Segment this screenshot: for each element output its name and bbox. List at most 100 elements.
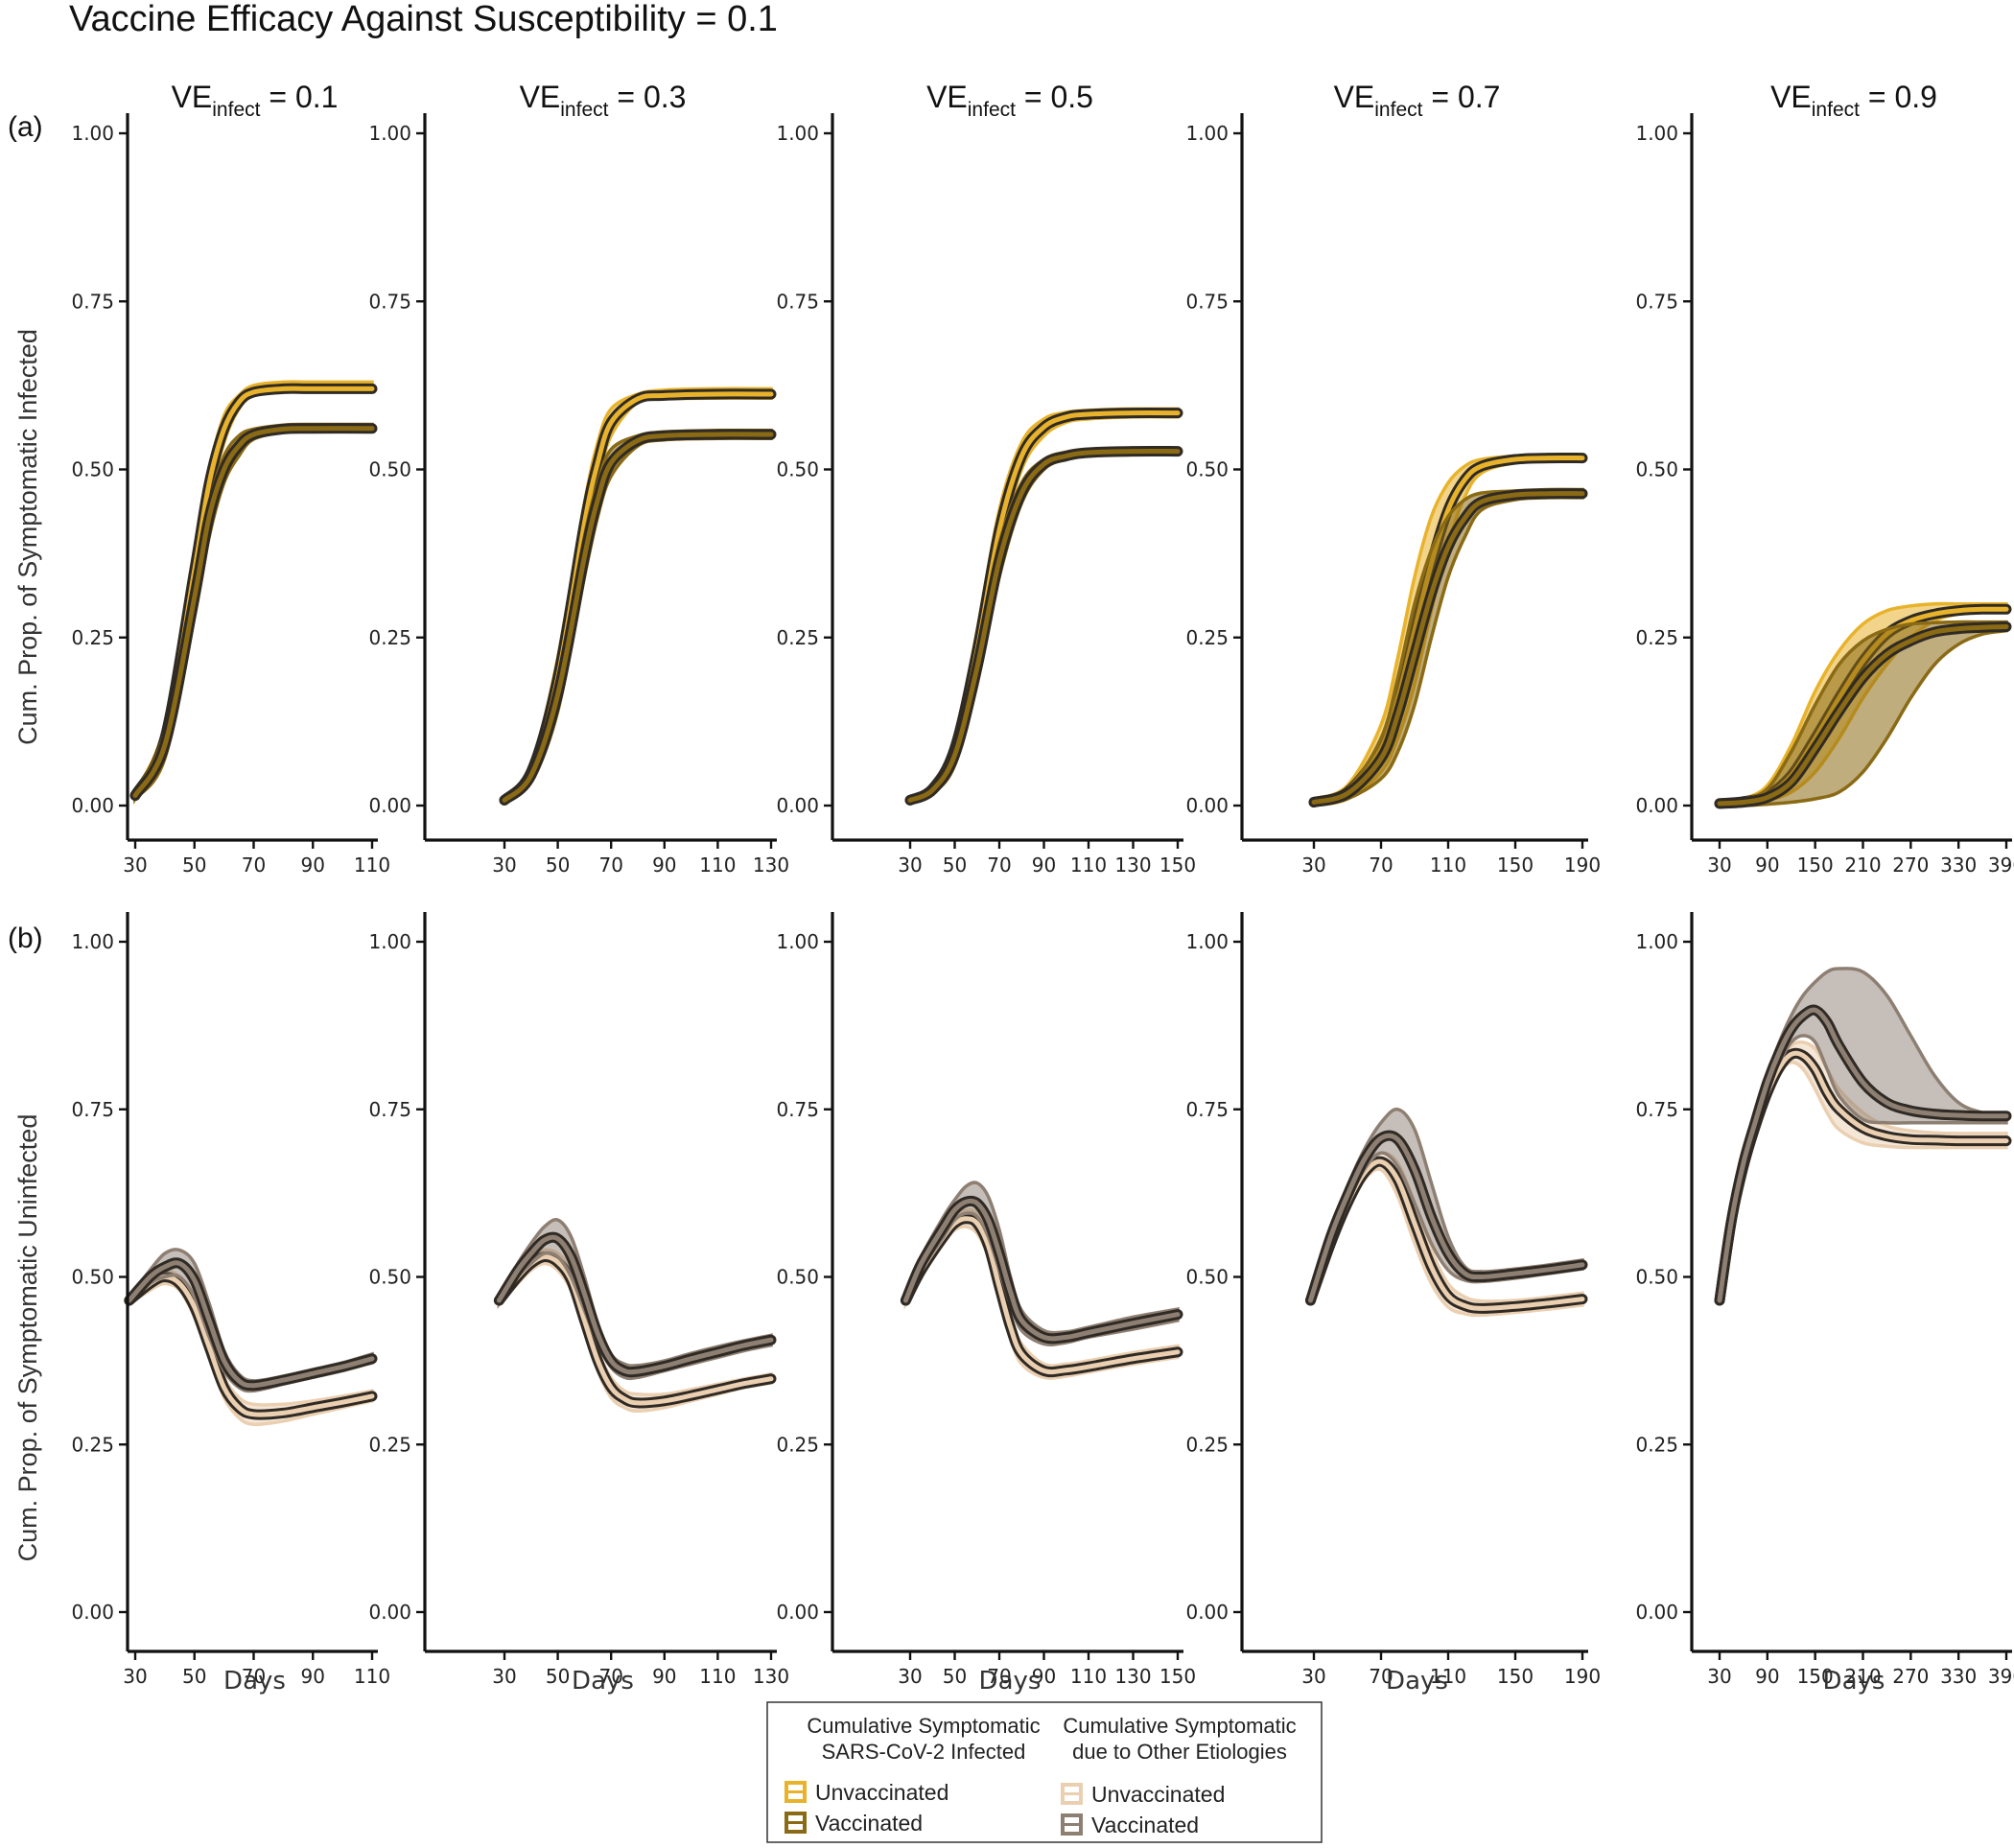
- panel-r0-c0: 0.00 0.25 0.50 0.75 1.00 30 50 70 90 110 VEinfect …: [71, 80, 390, 877]
- ytick-label: 0.00: [71, 794, 114, 817]
- ytick-label: 0.00: [776, 1601, 819, 1624]
- xtick-label: 110: [1430, 854, 1466, 877]
- ytick-label: 0.00: [368, 1601, 411, 1624]
- xtick-label: 90: [1032, 854, 1056, 877]
- xtick-label: 30: [492, 854, 516, 877]
- mean-line-vaccinated-r1-c3: [1308, 1133, 1585, 1303]
- xtick-label: 90: [652, 854, 676, 877]
- xtick-label: 150: [1159, 1665, 1196, 1688]
- ytick-label: 0.25: [1635, 1433, 1678, 1456]
- xtick-label: 110: [354, 854, 390, 877]
- xtick-label: 30: [898, 1665, 922, 1688]
- xtick-label: 110: [699, 1665, 736, 1688]
- xtick-label: 130: [753, 1665, 789, 1688]
- panel-r0-c2: 0.00 0.25 0.50 0.75 1.00 30 50 70 90 110 130 150 VEi…: [776, 80, 1196, 877]
- xtick-label: 330: [1940, 1665, 1977, 1688]
- legend-key-other-unvaccinated: [1061, 1783, 1083, 1805]
- xtick-label: 90: [652, 1665, 676, 1688]
- xtick-label: 50: [182, 1665, 206, 1688]
- ytick-label: 0.75: [71, 1098, 114, 1121]
- xtick-label: 30: [492, 1665, 516, 1688]
- mean-outline-unvaccinated-r1-c0: [124, 1271, 378, 1420]
- xtick-label: 330: [1940, 854, 1977, 877]
- ytick-label: 1.00: [776, 122, 819, 145]
- legend: Cumulative Symptomatic SARS-CoV-2 Infect…: [766, 1701, 1323, 1843]
- ytick-label: 0.50: [776, 1266, 819, 1289]
- ytick-label: 0.50: [776, 458, 819, 481]
- xtick-label: 50: [546, 1665, 570, 1688]
- ytick-label: 0.25: [368, 1433, 411, 1456]
- mean-outline-vaccinated-r1-c3: [1305, 1130, 1588, 1306]
- xtick-label: 70: [242, 1665, 266, 1688]
- panel-r1-c3: 0.00 0.25 0.50 0.75 1.00 30 70 110 150 190 Days: [1185, 912, 1601, 1696]
- xlabel-c2: Days: [979, 1667, 1042, 1696]
- ytick-label: 0.75: [368, 1098, 411, 1121]
- xlabel-c4: Days: [1823, 1667, 1885, 1696]
- ytick-label: 0.75: [1635, 290, 1678, 313]
- band-vaccinated-r1-c2: [903, 1181, 1180, 1346]
- xtick-label: 30: [1707, 1665, 1731, 1688]
- xtick-label: 270: [1892, 854, 1929, 877]
- xtick-label: 70: [242, 854, 266, 877]
- ytick-label: 0.25: [1185, 626, 1229, 649]
- xtick-label: 50: [182, 854, 206, 877]
- legend-key-other-vaccinated: [1061, 1813, 1083, 1836]
- panel-title-c1: VEinfect = 0.3: [520, 80, 687, 121]
- xtick-label: 390: [1988, 854, 2014, 877]
- xtick-label: 30: [123, 854, 147, 877]
- ytick-label: 1.00: [71, 930, 114, 953]
- xtick-label: 150: [1797, 854, 1834, 877]
- mean-line-vaccinated-r1-c0: [127, 1260, 375, 1389]
- xtick-label: 70: [598, 1665, 622, 1688]
- ytick-label: 0.50: [1185, 458, 1229, 481]
- xtick-label: 70: [987, 854, 1011, 877]
- ytick-label: 0.75: [776, 290, 819, 313]
- legend-key-infected-vaccinated: [785, 1812, 807, 1834]
- ytick-label: 1.00: [71, 122, 114, 145]
- ytick-label: 0.25: [71, 1433, 114, 1456]
- ylabel-infected: Cum. Prop. of Symptomatic Infected: [13, 329, 42, 745]
- ylabel-uninfected: Cum. Prop. of Symptomatic Uninfected: [13, 1114, 42, 1562]
- ytick-label: 0.75: [1185, 1098, 1229, 1121]
- xtick-label: 210: [1844, 854, 1881, 877]
- ytick-label: 1.00: [1185, 930, 1229, 953]
- xtick-label: 130: [1114, 1665, 1151, 1688]
- panel-r1-c2: 0.00 0.25 0.50 0.75 1.00 30 50 70 90 110 130 150 Day…: [776, 912, 1196, 1696]
- mean-line-vaccinated-r0-c0: [132, 426, 375, 798]
- ytick-label: 0.75: [776, 1098, 819, 1121]
- ytick-label: 0.00: [776, 794, 819, 817]
- ytick-label: 0.50: [1635, 1266, 1678, 1289]
- panel-title-c0: VEinfect = 0.1: [172, 80, 339, 121]
- ytick-label: 1.00: [368, 930, 411, 953]
- xtick-label: 90: [1032, 1665, 1056, 1688]
- xtick-label: 210: [1844, 1665, 1881, 1688]
- xtick-label: 150: [1159, 854, 1196, 877]
- ytick-label: 0.50: [71, 1266, 114, 1289]
- xtick-label: 70: [1369, 1665, 1393, 1688]
- ytick-label: 0.50: [368, 458, 411, 481]
- ytick-label: 1.00: [776, 930, 819, 953]
- ytick-label: 0.25: [776, 626, 819, 649]
- mean-line-vaccinated-r1-c4: [1717, 1007, 2009, 1303]
- xtick-label: 50: [546, 854, 570, 877]
- ytick-label: 0.75: [368, 290, 411, 313]
- band-vaccinated-r0-c4: [1718, 620, 2008, 807]
- ytick-label: 1.00: [1635, 930, 1678, 953]
- xtick-label: 110: [354, 1665, 390, 1688]
- ytick-label: 0.00: [1635, 1601, 1678, 1624]
- xtick-label: 90: [301, 854, 325, 877]
- ytick-label: 0.50: [71, 458, 114, 481]
- ytick-label: 1.00: [1185, 122, 1229, 145]
- ytick-label: 0.25: [1635, 626, 1678, 649]
- row-label-b: (b): [8, 923, 43, 954]
- legend-group2-title-line1: Cumulative Symptomatic: [1063, 1714, 1296, 1738]
- panel-r1-c4: 0.00 0.25 0.50 0.75 1.00 30 90 150 210 270 330 390 D…: [1635, 912, 2014, 1696]
- xtick-label: 30: [1301, 854, 1325, 877]
- panel-r0-c1: 0.00 0.25 0.50 0.75 1.00 30 50 70 90 110 130 VEinfe…: [368, 80, 789, 877]
- legend-group2-title-line2: due to Other Etiologies: [1072, 1740, 1287, 1764]
- legend-label-other-unvaccinated: Unvaccinated: [1091, 1782, 1225, 1807]
- ytick-label: 0.25: [71, 626, 114, 649]
- ytick-label: 0.50: [1635, 458, 1678, 481]
- panel-title-c4: VEinfect = 0.9: [1770, 80, 1937, 121]
